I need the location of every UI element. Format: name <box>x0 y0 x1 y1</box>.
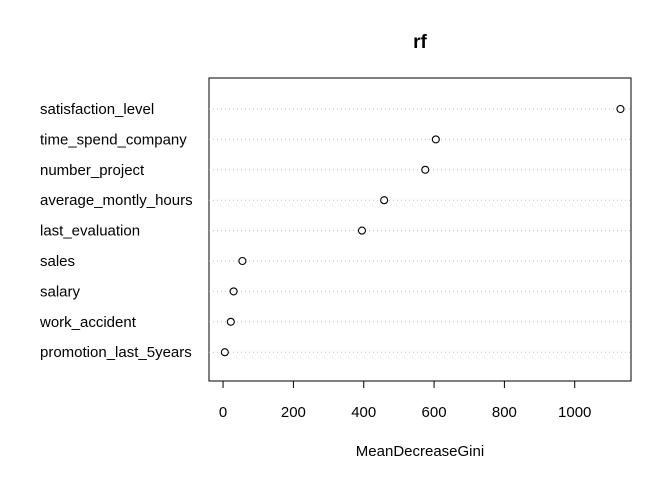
category-label: last_evaluation <box>40 223 140 240</box>
data-point <box>431 135 440 144</box>
x-axis: 0 200 400 600 800 1000 <box>219 380 591 421</box>
category-labels: satisfaction_level time_spend_companynumb… <box>39 101 193 361</box>
data-point <box>226 317 235 326</box>
data-point <box>380 196 389 205</box>
data-point <box>421 165 430 174</box>
x-tick-label: 600 <box>422 404 447 421</box>
category-label: satisfaction_level <box>40 101 154 118</box>
x-tick-label: 800 <box>492 404 517 421</box>
x-tick-label: 400 <box>351 404 376 421</box>
data-point <box>229 287 238 296</box>
category-label: sales <box>40 253 75 270</box>
category-label: time_spend_company <box>40 131 187 148</box>
data-point <box>238 256 247 266</box>
grid-lines <box>209 108 631 353</box>
data-point <box>357 226 367 235</box>
data-points <box>220 104 625 357</box>
plot-frame <box>208 77 632 382</box>
category-label: salary <box>40 283 81 300</box>
x-tick-label: 0 <box>219 404 227 421</box>
x-tick-label: 200 <box>281 404 306 421</box>
x-axis-label: MeanDecreaseGini <box>356 443 484 460</box>
x-tick-label: 1000 <box>558 404 591 421</box>
data-point <box>220 348 229 357</box>
category-label: average_montly_hours <box>40 192 193 209</box>
category-label: work_accident <box>39 314 137 331</box>
category-label: number_project <box>40 162 145 179</box>
chart-title: rf <box>413 32 427 53</box>
category-label: promotion_last_5years <box>40 344 192 361</box>
data-point <box>616 104 625 114</box>
